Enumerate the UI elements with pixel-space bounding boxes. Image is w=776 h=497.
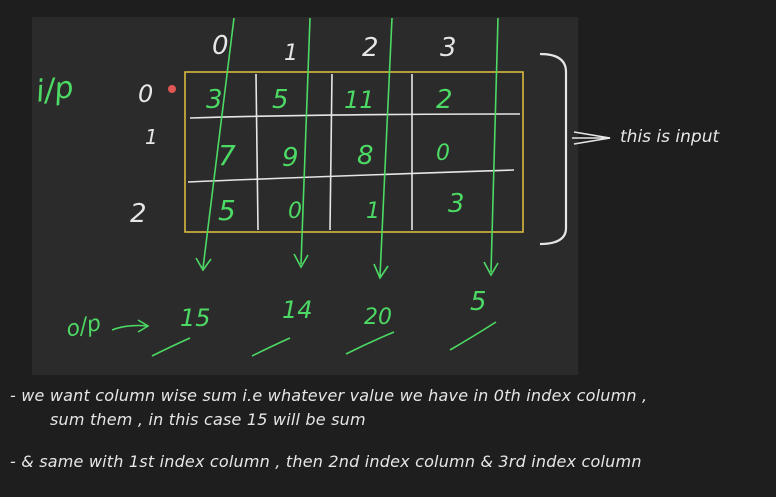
column-arrow-3 xyxy=(490,17,499,273)
sum-underline xyxy=(345,331,395,355)
row-index-1: 1 xyxy=(145,125,158,149)
sum-underline xyxy=(449,321,497,351)
matrix-cell: 7 xyxy=(218,139,236,172)
note-line: sum them , in this case 15 will be sum xyxy=(50,410,366,429)
arrow-head-icon xyxy=(483,261,499,277)
matrix-cell: 3 xyxy=(448,189,465,219)
matrix-cell: 5 xyxy=(218,194,236,227)
matrix-cell: 0 xyxy=(288,199,302,224)
matrix-cell: 8 xyxy=(357,141,374,171)
column-sum-2: 20 xyxy=(364,305,392,330)
column-index-1: 1 xyxy=(284,41,298,66)
note-item: - we want column wise sum i.e whatever v… xyxy=(10,384,770,432)
matrix-cell: 9 xyxy=(282,143,299,173)
laser-pointer-dot xyxy=(168,85,176,93)
arrow-head-icon xyxy=(293,253,309,269)
column-index-0: 0 xyxy=(212,31,229,61)
output-label: o/p xyxy=(64,311,103,343)
note-item: - & same with 1st index column , then 2n… xyxy=(10,450,770,474)
row-divider xyxy=(189,113,521,119)
column-divider xyxy=(255,73,259,231)
column-arrow-0 xyxy=(202,17,235,269)
matrix-cell: 3 xyxy=(206,85,223,115)
note-line: - we want column wise sum i.e whatever v… xyxy=(10,386,648,405)
matrix-cell: 1 xyxy=(366,199,380,224)
input-label: i/p xyxy=(34,70,76,110)
note-line: - & same with 1st index column , then 2n… xyxy=(10,452,642,471)
sum-underline xyxy=(151,337,191,357)
input-bracket xyxy=(539,52,568,246)
whiteboard-canvas xyxy=(32,17,578,375)
matrix-cell: 0 xyxy=(436,141,450,166)
explanation-notes: - we want column wise sum i.e whatever v… xyxy=(10,384,770,492)
output-arrow xyxy=(111,324,149,331)
row-index-0: 0 xyxy=(138,80,153,108)
matrix-cell: 11 xyxy=(344,86,375,114)
column-index-2: 2 xyxy=(362,33,379,63)
column-index-3: 3 xyxy=(440,33,457,63)
input-note: this is input xyxy=(620,127,720,147)
sum-underline xyxy=(251,337,291,357)
matrix-cell: 5 xyxy=(272,85,289,115)
column-sum-3: 5 xyxy=(470,287,487,317)
column-sum-1: 14 xyxy=(282,296,313,324)
column-arrow-1 xyxy=(300,17,311,265)
arrow-head-icon xyxy=(195,257,212,272)
column-sum-0: 15 xyxy=(180,304,211,332)
matrix-border xyxy=(184,71,524,233)
arrow-head-icon xyxy=(373,263,389,280)
column-divider xyxy=(329,73,333,231)
arrow-head-icon xyxy=(573,131,611,145)
matrix-cell: 2 xyxy=(436,85,453,115)
row-index-2: 2 xyxy=(130,199,147,229)
arrow-head-icon xyxy=(137,319,150,333)
column-arrow-2 xyxy=(379,17,393,277)
row-divider xyxy=(187,169,515,183)
